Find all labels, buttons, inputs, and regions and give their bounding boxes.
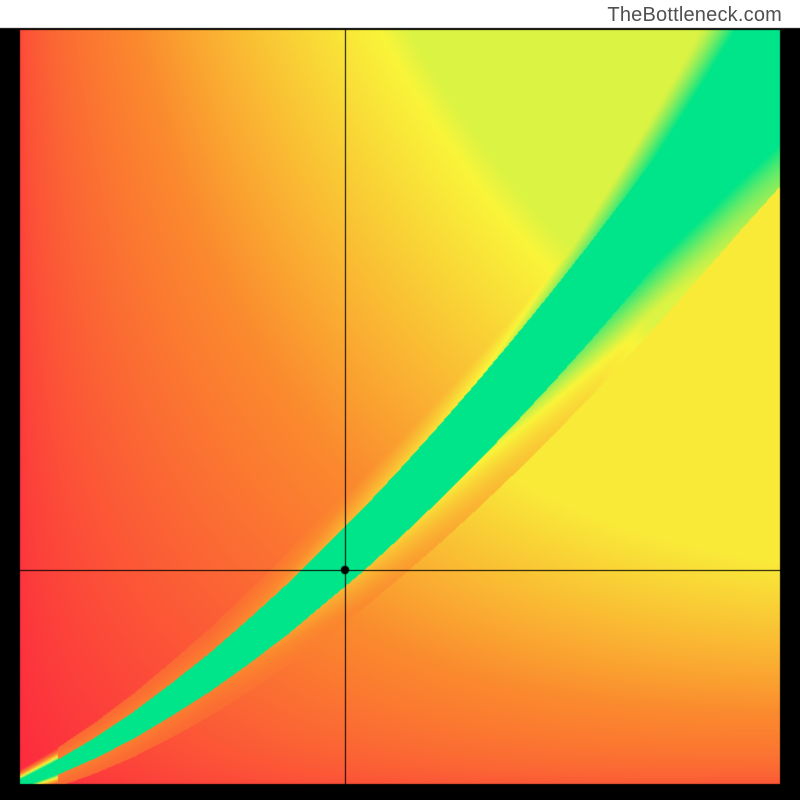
watermark-text: TheBottleneck.com (607, 4, 782, 27)
chart-container: TheBottleneck.com (0, 0, 800, 800)
heatmap-canvas (0, 0, 800, 800)
